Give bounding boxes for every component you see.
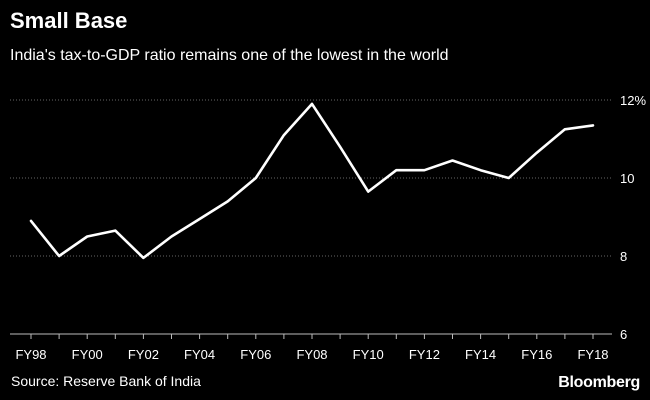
x-tick-label: FY06 bbox=[240, 347, 271, 362]
x-tick-label: FY10 bbox=[353, 347, 384, 362]
series-line bbox=[29, 102, 595, 260]
x-tick-label: FY00 bbox=[72, 347, 103, 362]
x-tick-label: FY12 bbox=[409, 347, 440, 362]
chart-subtitle: India's tax-to-GDP ratio remains one of … bbox=[10, 47, 449, 64]
y-tick-label: 12% bbox=[620, 93, 646, 108]
series-layer bbox=[29, 102, 595, 260]
chart-title: Small Base bbox=[10, 8, 128, 33]
x-tick-label: FY04 bbox=[184, 347, 215, 362]
y-tick-label: 6 bbox=[620, 327, 627, 342]
bloomberg-logo: Bloomberg bbox=[558, 374, 640, 391]
source-note: Source: Reserve Bank of India bbox=[11, 373, 201, 389]
y-tick-label: 8 bbox=[620, 249, 627, 264]
x-tick-label: FY18 bbox=[577, 347, 608, 362]
x-tick-label: FY14 bbox=[465, 347, 496, 362]
x-tick-label: FY02 bbox=[128, 347, 159, 362]
y-tick-label: 10 bbox=[620, 171, 634, 186]
x-tick-label: FY98 bbox=[15, 347, 46, 362]
grid-layer: 6 8 10 12% bbox=[10, 93, 646, 342]
x-tick-label: FY16 bbox=[521, 347, 552, 362]
x-tick-label: FY08 bbox=[296, 347, 327, 362]
x-axis-ticks: FY98 FY00 FY02 FY04 FY06 FY08 FY10 FY12 FY14 FY16… bbox=[15, 334, 609, 362]
